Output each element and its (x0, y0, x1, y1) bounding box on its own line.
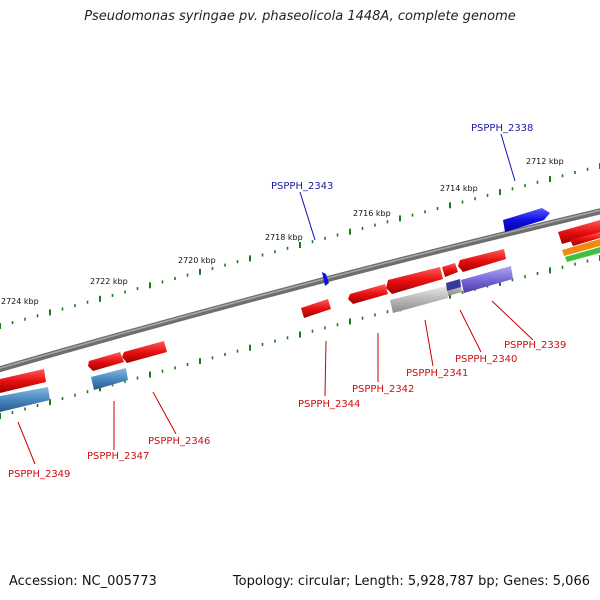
scale-label-2720: 2720 kbp (178, 256, 216, 265)
gene-PSPPH_2341[interactable] (386, 267, 443, 294)
label-PSPPH_2342[interactable]: PSPPH_2342 (352, 384, 414, 395)
scale-ticks-outer (0, 163, 600, 329)
gene-purple-small[interactable] (446, 279, 461, 291)
scale-label-2724: 2724 kbp (1, 297, 39, 306)
scale-label-2714: 2714 kbp (440, 184, 478, 193)
leader-lines (17, 133, 534, 465)
gene-PSPPH_2347[interactable] (91, 368, 128, 390)
map-title: Pseudomonas syringae pv. phaseolicola 14… (84, 9, 516, 24)
genome-summary-text: Topology: circular; Length: 5,928,787 bp… (232, 574, 590, 589)
genome-backbone-highlight (0, 209, 600, 369)
gene-PSPPH_2349-red[interactable] (0, 369, 46, 393)
accession-text: Accession: NC_005773 (9, 574, 157, 589)
label-PSPPH_2339[interactable]: PSPPH_2339 (504, 340, 566, 351)
label-PSPPH_2343[interactable]: PSPPH_2343 (271, 181, 333, 192)
gene-PSPPH_2346[interactable] (122, 341, 167, 363)
gene-PSPPH_2349[interactable] (0, 387, 50, 412)
gene-PSPPH_2340-red[interactable] (442, 263, 458, 277)
gene-PSPPH_2347-red[interactable] (88, 352, 124, 371)
scale-label-2712: 2712 kbp (526, 157, 564, 166)
gene-PSPPH_2339[interactable] (458, 249, 506, 272)
gene-PSPPH_2340[interactable] (461, 266, 513, 293)
label-PSPPH_2349[interactable]: PSPPH_2349 (8, 469, 70, 480)
label-PSPPH_2338[interactable]: PSPPH_2338 (471, 123, 533, 134)
gene-PSPPH_2344[interactable] (301, 299, 331, 318)
gene-grey[interactable] (390, 286, 448, 313)
label-PSPPH_2346[interactable]: PSPPH_2346 (148, 436, 210, 447)
gene-PSPPH_2342[interactable] (348, 284, 388, 304)
scale-label-2722: 2722 kbp (90, 277, 128, 286)
scale-label-2716: 2716 kbp (353, 209, 391, 218)
gene-PSPPH_2343[interactable] (322, 272, 329, 286)
gene-right-edge-red[interactable] (558, 220, 600, 244)
label-PSPPH_2347[interactable]: PSPPH_2347 (87, 451, 149, 462)
genome-backbone (0, 208, 600, 373)
label-PSPPH_2344[interactable]: PSPPH_2344 (298, 399, 360, 410)
label-PSPPH_2341[interactable]: PSPPH_2341 (406, 368, 468, 379)
gene-orange[interactable] (562, 239, 600, 256)
label-PSPPH_2340[interactable]: PSPPH_2340 (455, 354, 517, 365)
gene-right-edge-red-lower[interactable] (570, 232, 600, 246)
gene-green[interactable] (565, 247, 600, 262)
gene-PSPPH_2338[interactable] (503, 208, 550, 232)
scale-label-2718: 2718 kbp (265, 233, 303, 242)
